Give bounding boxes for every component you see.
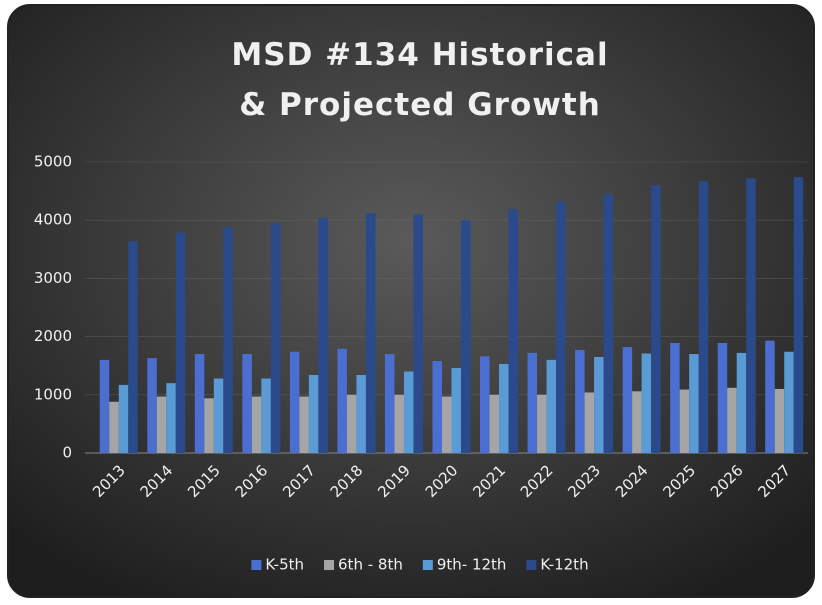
y-tick-label: 5000 (34, 153, 72, 171)
bar (109, 401, 119, 453)
legend-label: 6th - 8th (338, 556, 403, 574)
chart-title: MSD #134 Historical & Projected Growth (231, 37, 608, 123)
bar (508, 209, 519, 453)
bar (242, 354, 252, 453)
bar (746, 178, 756, 453)
bar (679, 389, 690, 453)
bar (784, 351, 794, 453)
bar (261, 378, 271, 453)
bar (251, 396, 262, 453)
bar (147, 358, 157, 453)
bar (736, 352, 747, 453)
legend-swatch (422, 560, 433, 570)
bar (337, 348, 347, 453)
bar (432, 361, 442, 453)
bar (213, 378, 224, 453)
bar (451, 368, 462, 453)
bar (499, 363, 509, 453)
bar (793, 177, 804, 453)
bar (318, 217, 328, 453)
bar (175, 232, 186, 453)
bar (384, 354, 395, 453)
bar (194, 354, 205, 453)
bar (166, 383, 176, 453)
bar (480, 356, 490, 453)
y-tick-label: 2000 (34, 327, 72, 345)
bar (584, 392, 595, 453)
legend-label: 9th- 12th (437, 556, 507, 574)
bar (622, 347, 633, 453)
y-tick-label: 1000 (34, 385, 72, 403)
bar (99, 359, 110, 453)
bar (689, 354, 699, 453)
bar (670, 343, 680, 453)
bar (356, 375, 366, 453)
y-tick-label: 4000 (34, 211, 72, 229)
legend-label: K-12th (540, 556, 588, 574)
bar (641, 353, 652, 453)
bar (594, 356, 604, 453)
bar (299, 396, 309, 453)
bar (441, 396, 452, 453)
bar (270, 223, 281, 453)
bar (727, 387, 737, 453)
bar (527, 352, 538, 453)
bar (289, 351, 300, 453)
bar (118, 384, 129, 453)
bar (556, 201, 566, 453)
bar (575, 349, 585, 453)
y-tick-label: 0 (62, 444, 72, 462)
bar (346, 394, 357, 453)
bar (365, 213, 376, 453)
bar (223, 227, 233, 453)
bar (461, 220, 471, 453)
legend-swatch (324, 560, 335, 570)
bar (546, 359, 557, 453)
bar (765, 340, 775, 453)
bar (774, 388, 785, 453)
legend-swatch (526, 560, 537, 570)
bar (204, 398, 214, 453)
legend-label: K-5th (265, 556, 304, 574)
bar (603, 194, 614, 453)
bar (403, 371, 414, 453)
bar (394, 394, 404, 453)
bar (413, 214, 423, 453)
bar (632, 391, 642, 453)
bar (308, 375, 319, 453)
y-tick-label: 3000 (34, 269, 72, 287)
bar (128, 241, 138, 453)
bar (698, 181, 709, 453)
bar (156, 396, 167, 453)
bar (537, 394, 547, 453)
bar (717, 343, 728, 453)
bar (489, 394, 500, 453)
bar (651, 185, 661, 453)
legend-swatch (251, 560, 262, 570)
